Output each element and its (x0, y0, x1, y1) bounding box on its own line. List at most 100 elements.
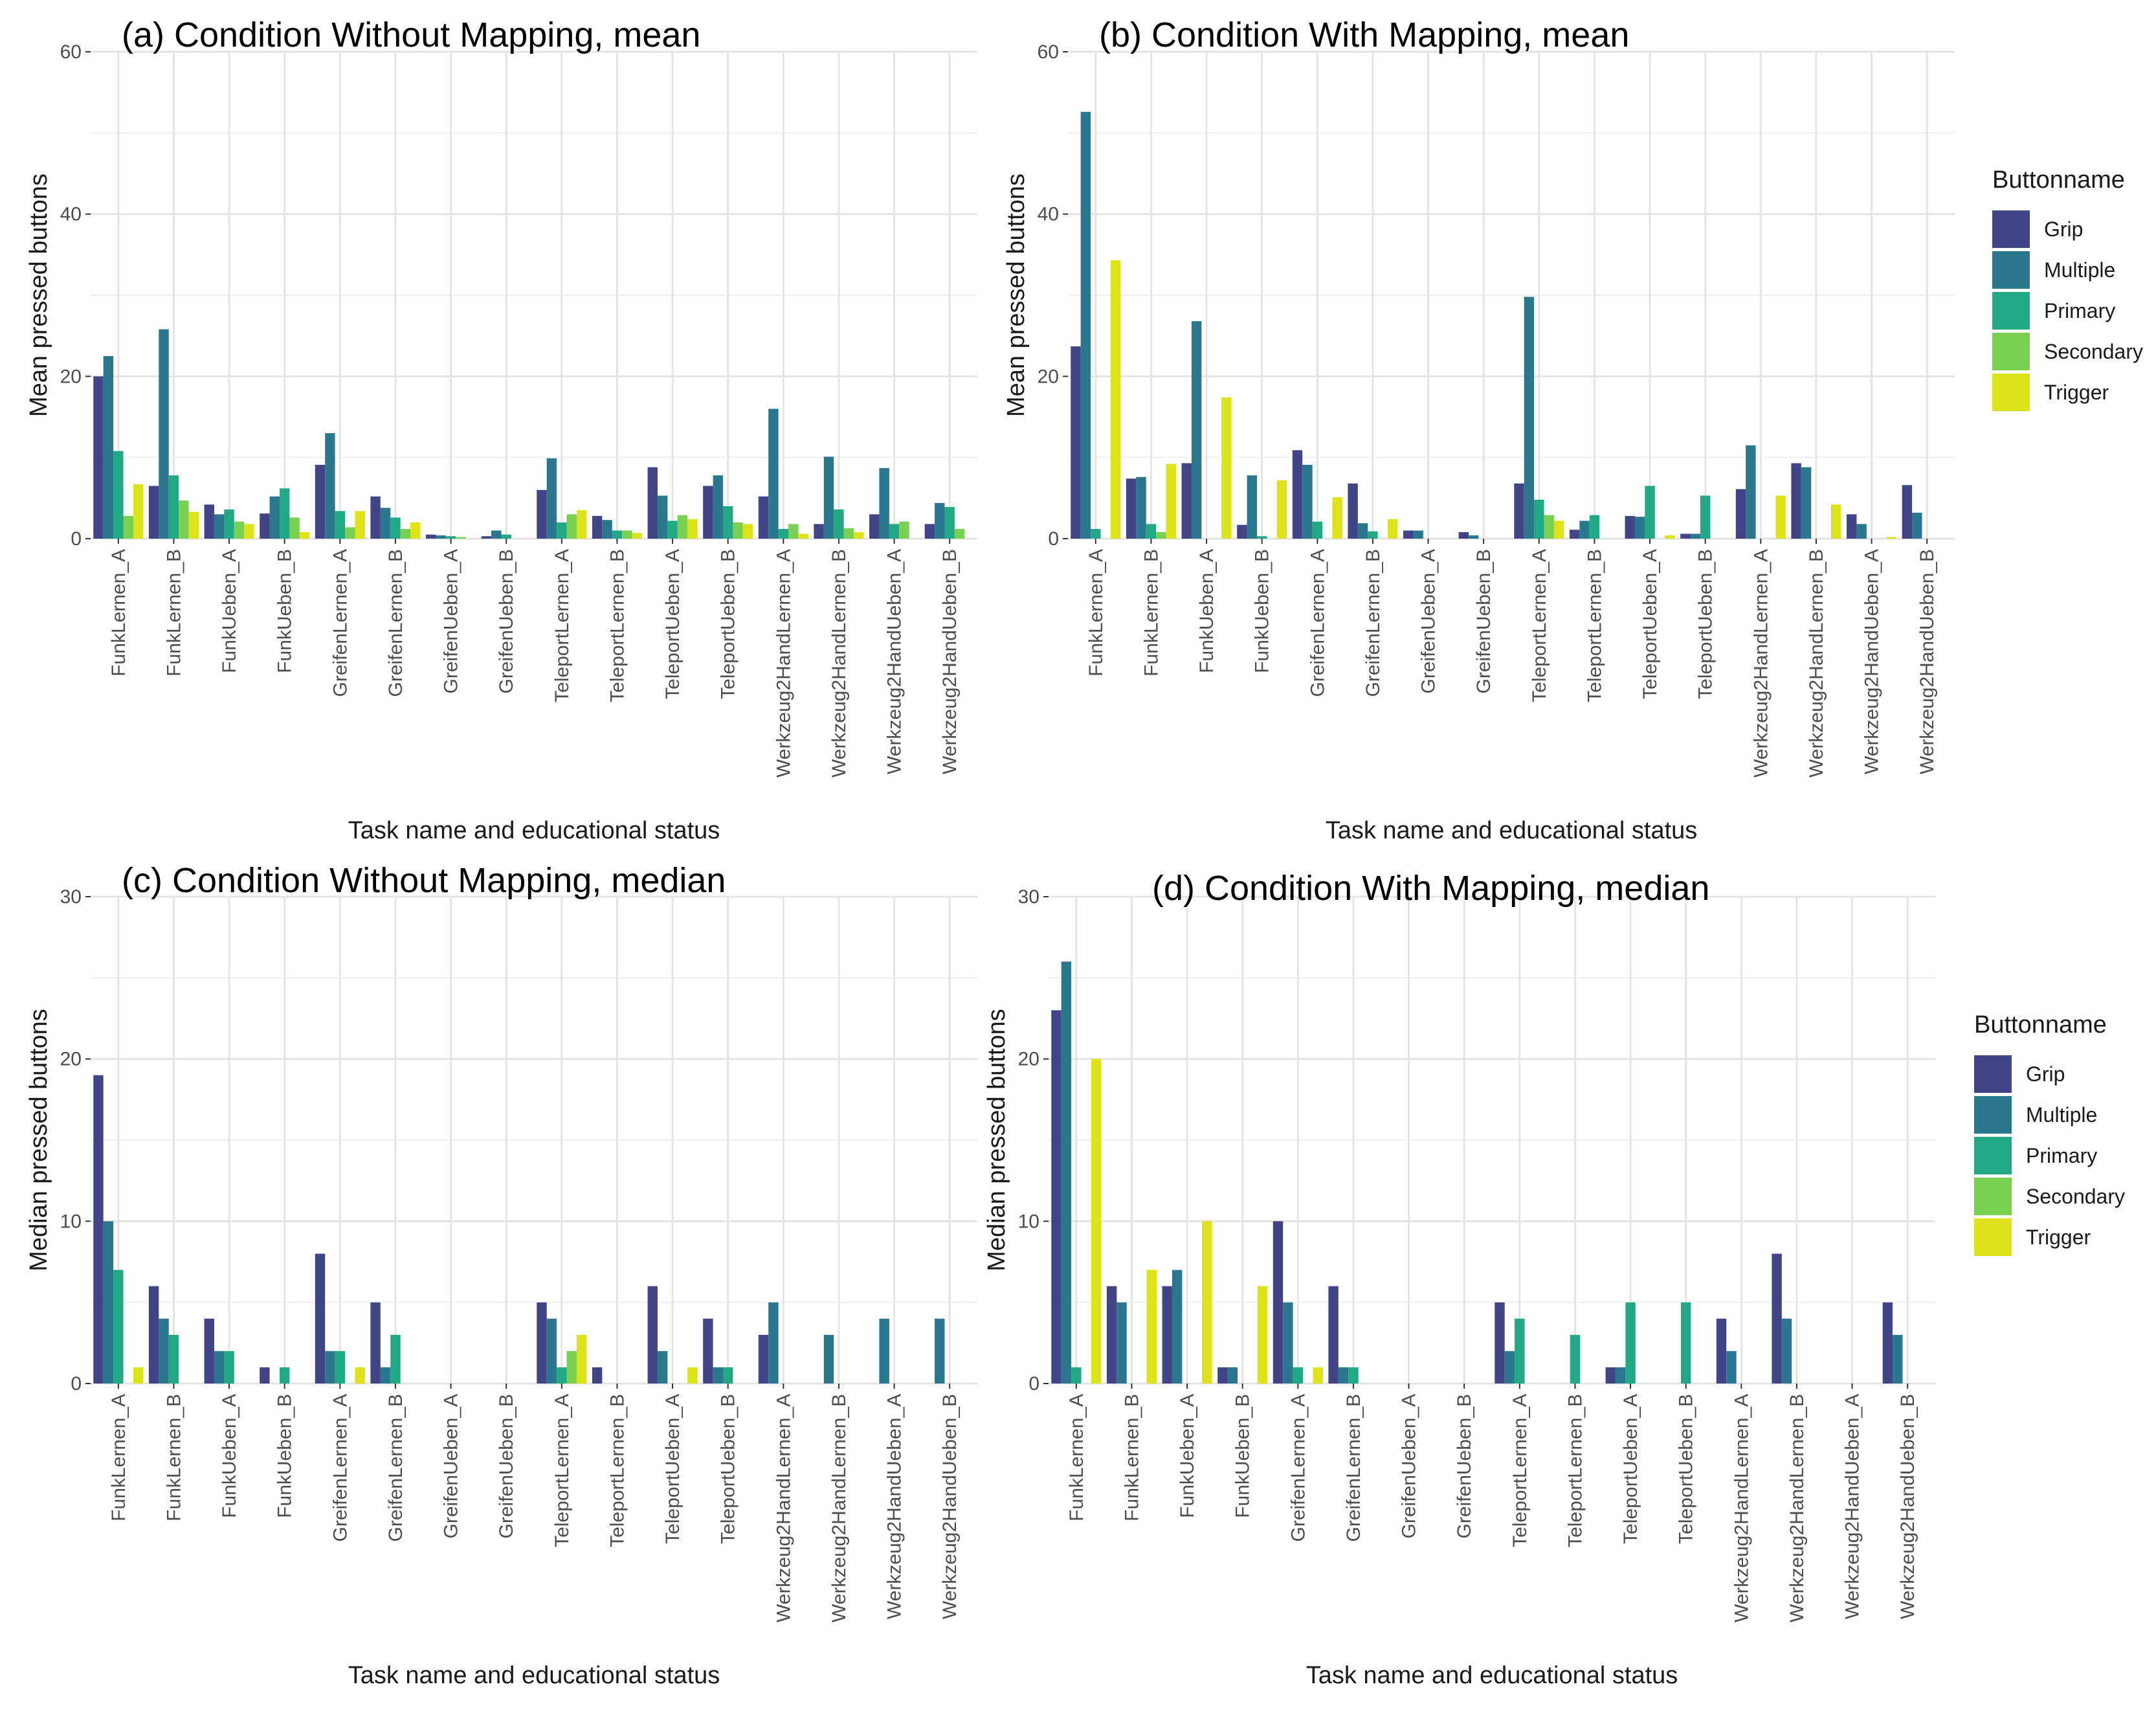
bar-primary (722, 506, 733, 539)
bar-primary (1700, 495, 1711, 539)
x-tick-label: GreifenLernen_A (329, 1394, 351, 1542)
bar-grip (260, 513, 270, 539)
legend-label-trigger: Trigger (2044, 381, 2109, 404)
x-tick-label: GreifenLernen_B (385, 1394, 406, 1542)
bar-grip (1403, 530, 1414, 539)
bar-primary (1312, 521, 1323, 539)
bar-multiple (546, 1318, 557, 1384)
bar-grip (758, 496, 769, 539)
legend-label-grip: Grip (2044, 218, 2083, 241)
bar-trigger (742, 524, 753, 539)
y-tick-label: 30 (60, 886, 82, 908)
bar-multiple (1746, 445, 1756, 539)
bar-grip (1292, 450, 1303, 539)
bar-multiple (1413, 530, 1423, 539)
bar-multiple (1061, 961, 1072, 1384)
legend: Buttonname Grip Multiple Primary Secondary Tr… (1974, 1011, 2125, 1256)
bar-trigger (133, 484, 144, 539)
y-tick-label: 40 (60, 204, 82, 225)
bar-primary (1071, 1367, 1082, 1384)
x-tick-label: TeleportUeben_B (718, 1394, 739, 1544)
bar-grip (1458, 532, 1469, 539)
bar-trigger (188, 511, 199, 539)
x-tick-label: FunkLernen_B (1121, 1394, 1142, 1521)
bar-grip (204, 1318, 214, 1384)
bar-primary (1256, 536, 1267, 539)
x-tick-label: TeleportUeben_B (1676, 1394, 1697, 1544)
bar-grip (758, 1334, 769, 1384)
bar-trigger (687, 1367, 698, 1384)
bar-primary (1625, 1302, 1636, 1384)
bar-grip (1217, 1367, 1228, 1384)
bar-trigger (1202, 1221, 1212, 1384)
bar-multiple (1634, 517, 1645, 539)
x-tick-label: TeleportUeben_A (1620, 1394, 1641, 1544)
bar-secondary (899, 521, 909, 539)
bar-grip (703, 486, 713, 539)
bar-multiple (768, 1302, 779, 1384)
bar-multiple (103, 1221, 114, 1384)
x-tick-label: Werkzeug2HandLernen_B (1786, 1394, 1808, 1622)
y-tick-label: 20 (60, 1049, 82, 1070)
legend-label-multiple: Multiple (2044, 258, 2115, 282)
x-tick-label: GreifenLernen_A (1307, 549, 1328, 697)
bar-primary (1570, 1334, 1581, 1384)
bar-grip (315, 1253, 326, 1384)
x-tick-label: FunkUeben_A (1177, 1394, 1198, 1518)
bar-primary (1146, 524, 1157, 539)
legends: Buttonname Grip Multiple Primary Secondary Tr… (1974, 166, 2143, 1256)
x-tick-label: Werkzeug2HandLernen_A (1750, 549, 1772, 778)
bar-grip (148, 486, 159, 539)
bar-primary (834, 509, 844, 539)
x-tick-label: FunkLernen_A (108, 1394, 129, 1521)
x-tick-label: Werkzeug2HandUeben_A (884, 549, 906, 774)
x-tick-label: TeleportUeben_A (662, 549, 683, 699)
bar-grip (1791, 463, 1801, 539)
bar-multiple (1726, 1351, 1737, 1384)
chart-panel: 0 10 20 30 FunkLernen_A FunkLernen_B FunkUeben… (25, 861, 977, 1689)
bar-grip (260, 1367, 270, 1384)
x-tick-label: GreifenUeben_B (496, 1394, 517, 1538)
bar-multiple (214, 514, 225, 539)
y-tick-label: 0 (1028, 1373, 1039, 1395)
bar-trigger (1110, 260, 1121, 539)
chart-panel: 0 20 40 60 FunkLernen_A FunkLernen_B FunkUeben… (1003, 16, 1955, 844)
bar-grip (537, 1302, 547, 1384)
bar-multiple (491, 530, 502, 539)
bar-trigger (632, 533, 642, 539)
bar-secondary (843, 528, 854, 539)
bar-grip (1348, 483, 1358, 539)
legend-title: Buttonname (1974, 1011, 2107, 1038)
x-tick-label: Werkzeug2HandUeben_A (884, 1394, 906, 1619)
bar-multiple (1227, 1367, 1238, 1384)
bar-grip (1181, 463, 1192, 539)
bar-secondary (566, 514, 577, 539)
bar-multiple (1856, 524, 1867, 539)
bar-multiple (380, 508, 391, 539)
bar-trigger (410, 522, 421, 539)
x-tick-label: GreifenUeben_B (1454, 1394, 1475, 1538)
bar-primary (667, 521, 678, 539)
x-tick-label: Werkzeug2HandLernen_A (773, 1394, 794, 1622)
bar-primary (1645, 486, 1655, 539)
bar-primary (612, 530, 623, 539)
x-tick-label: FunkLernen_A (108, 549, 129, 677)
bar-grip (481, 536, 492, 539)
x-tick-label: Werkzeug2HandLernen_A (1731, 1394, 1752, 1622)
bar-secondary (733, 522, 743, 539)
bar-secondary (179, 500, 189, 539)
x-axis-title: Task name and educational status (1306, 1662, 1678, 1689)
bar-multiple (657, 495, 668, 539)
x-tick-label: Werkzeug2HandLernen_B (828, 549, 850, 778)
bar-grip (204, 504, 214, 539)
bar-primary (168, 1334, 179, 1384)
bar-trigger (355, 1367, 365, 1384)
x-tick-label: TeleportLernen_A (1509, 1394, 1531, 1547)
x-tick-label: Werkzeug2HandUeben_B (939, 549, 961, 774)
bar-multiple (1504, 1351, 1515, 1384)
x-tick-label: FunkUeben_B (274, 1394, 296, 1518)
y-tick-label: 10 (1018, 1211, 1039, 1232)
y-tick-label: 10 (60, 1211, 82, 1232)
bar-secondary (456, 537, 466, 539)
bar-multiple (1524, 297, 1535, 539)
